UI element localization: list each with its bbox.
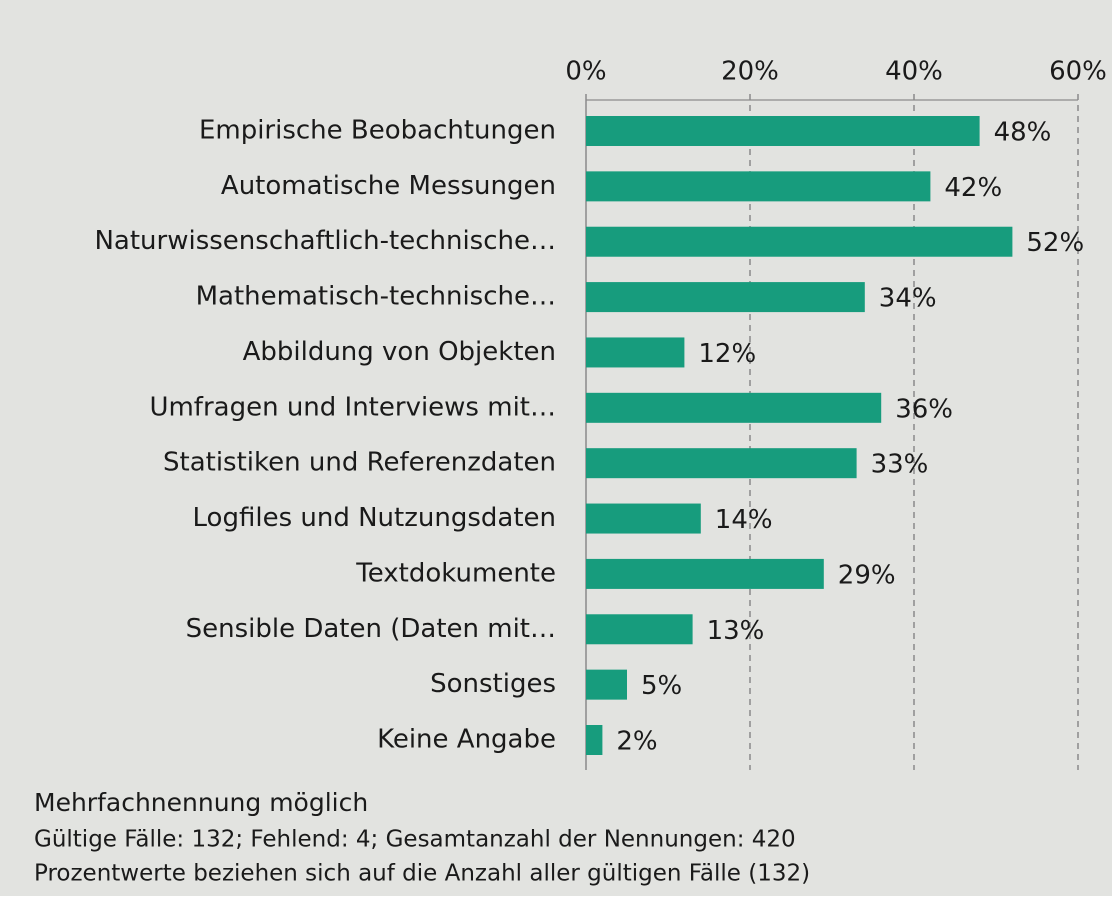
category-label: Umfragen und Interviews mit… [149, 392, 556, 422]
bar [586, 614, 693, 645]
bar [586, 282, 865, 313]
bar [586, 116, 980, 146]
value-label: 34% [879, 284, 937, 314]
category-label: Sensible Daten (Daten mit… [186, 614, 556, 644]
value-label: 42% [944, 173, 1002, 203]
bar [586, 558, 824, 589]
category-label: Sonstiges [430, 669, 556, 699]
value-label: 36% [895, 394, 953, 424]
bar [586, 392, 882, 423]
value-label: 5% [641, 671, 682, 701]
value-label: 29% [838, 560, 896, 590]
x-tick-label: 20% [721, 57, 779, 87]
value-label: 13% [707, 616, 765, 646]
value-label: 33% [871, 450, 929, 480]
value-label: 12% [698, 339, 756, 369]
bar [586, 171, 931, 202]
bar [586, 503, 701, 534]
category-label: Empirische Beobachtungen [199, 116, 556, 146]
category-label: Mathematisch-technische… [196, 282, 556, 312]
x-tick-label: 0% [565, 57, 606, 87]
background [0, 0, 1112, 896]
category-label: Logfiles und Nutzungsdaten [193, 503, 556, 533]
bar [586, 669, 627, 700]
bar [586, 226, 1013, 257]
x-tick-label: 60% [1049, 57, 1107, 87]
x-tick-label: 40% [885, 57, 943, 87]
bar [586, 448, 857, 479]
value-label: 52% [1026, 228, 1084, 258]
bar [586, 337, 685, 368]
category-label: Automatische Messungen [221, 171, 556, 201]
value-label: 2% [616, 727, 657, 757]
category-label: Naturwissenschaftlich-technische… [94, 226, 556, 256]
value-label: 14% [715, 505, 773, 535]
note: Prozentwerte beziehen sich auf die Anzah… [34, 861, 810, 887]
category-label: Abbildung von Objekten [243, 337, 556, 367]
value-label: 48% [994, 118, 1052, 148]
category-label: Textdokumente [355, 558, 556, 588]
note: Gültige Fälle: 132; Fehlend: 4; Gesamtan… [34, 827, 796, 853]
category-label: Statistiken und Referenzdaten [163, 448, 556, 478]
category-label: Keine Angabe [377, 725, 556, 755]
bar [586, 725, 603, 755]
note-title: Mehrfachnennung möglich [34, 788, 368, 817]
